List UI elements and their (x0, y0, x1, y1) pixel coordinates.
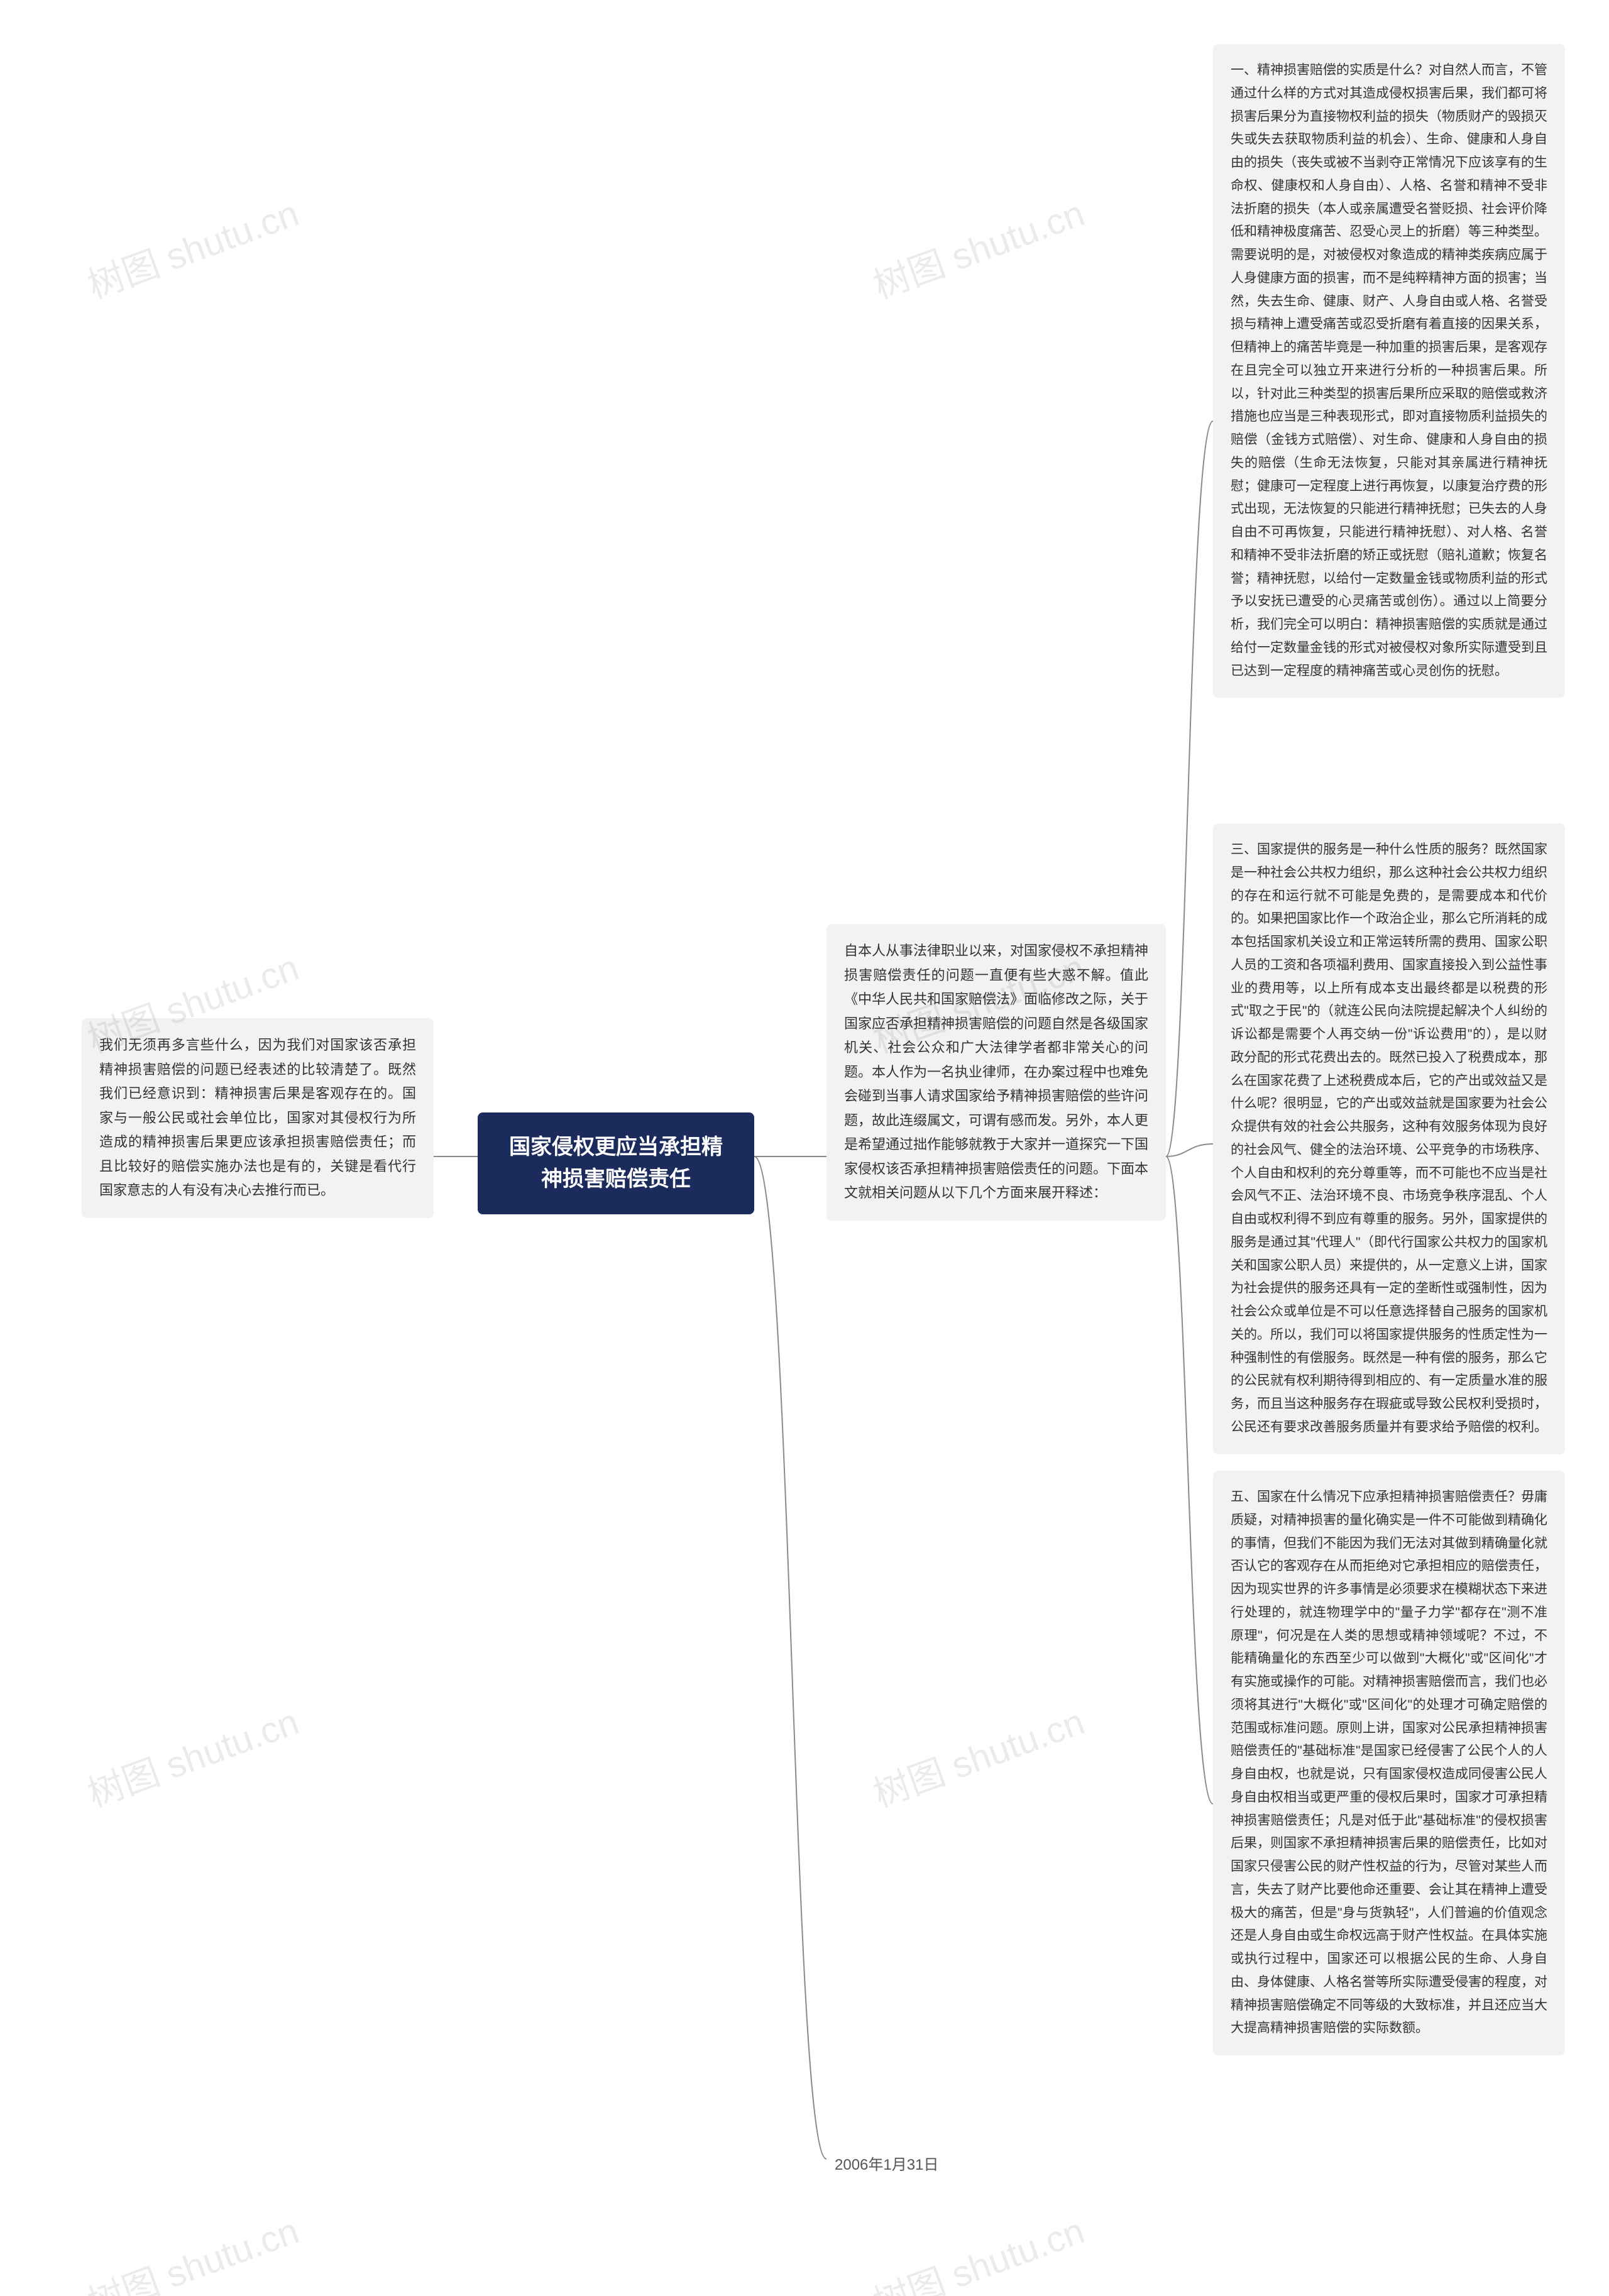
right-node-text-1: 一、精神损害赔偿的实质是什么？对自然人而言，不管通过什么样的方式对其造成侵权损害… (1231, 63, 1547, 678)
right-node-text-2: 三、国家提供的服务是一种什么性质的服务？既然国家是一种社会公共权力组织，那么这种… (1231, 842, 1547, 1434)
right-node-text-3: 五、国家在什么情况下应承担精神损害赔偿责任？毋庸质疑，对精神损害的量化确实是一件… (1231, 1490, 1547, 2035)
right-node-2: 三、国家提供的服务是一种什么性质的服务？既然国家是一种社会公共权力组织，那么这种… (1213, 823, 1565, 1454)
watermark: 树图 shutu.cn (79, 2201, 305, 2296)
left-summary-node: 我们无须再多言些什么，因为我们对国家该否承担精神损害赔偿的问题已经表述的比较清楚… (82, 1018, 434, 1218)
connector-path (1166, 1144, 1213, 1156)
center-topic-node: 国家侵权更应当承担精神损害赔偿责任 (478, 1112, 754, 1214)
watermark: 树图 shutu.cn (865, 1692, 1090, 1817)
left-summary-text: 我们无须再多言些什么，因为我们对国家该否承担精神损害赔偿的问题已经表述的比较清楚… (99, 1037, 416, 1198)
intro-text: 自本人从事法律职业以来，对国家侵权不承担精神损害赔偿责任的问题一直便有些大惑不解… (844, 943, 1148, 1200)
watermark: 树图 shutu.cn (79, 1692, 305, 1817)
connector-path (1166, 1156, 1213, 1804)
connector-path (1166, 421, 1213, 1156)
center-topic-text: 国家侵权更应当承担精神损害赔偿责任 (509, 1135, 723, 1191)
watermark: 树图 shutu.cn (79, 184, 305, 309)
date-node: 2006年1月31日 (830, 2150, 943, 2177)
mindmap-canvas: 国家侵权更应当承担精神损害赔偿责任 我们无须再多言些什么，因为我们对国家该否承担… (0, 0, 1609, 2296)
date-text: 2006年1月31日 (835, 2156, 938, 2173)
watermark: 树图 shutu.cn (865, 2201, 1090, 2296)
right-node-3: 五、国家在什么情况下应承担精神损害赔偿责任？毋庸质疑，对精神损害的量化确实是一件… (1213, 1471, 1565, 2055)
connector-path (754, 1156, 826, 2159)
intro-node: 自本人从事法律职业以来，对国家侵权不承担精神损害赔偿责任的问题一直便有些大惑不解… (826, 924, 1166, 1221)
right-node-1: 一、精神损害赔偿的实质是什么？对自然人而言，不管通过什么样的方式对其造成侵权损害… (1213, 44, 1565, 698)
watermark: 树图 shutu.cn (865, 184, 1090, 309)
